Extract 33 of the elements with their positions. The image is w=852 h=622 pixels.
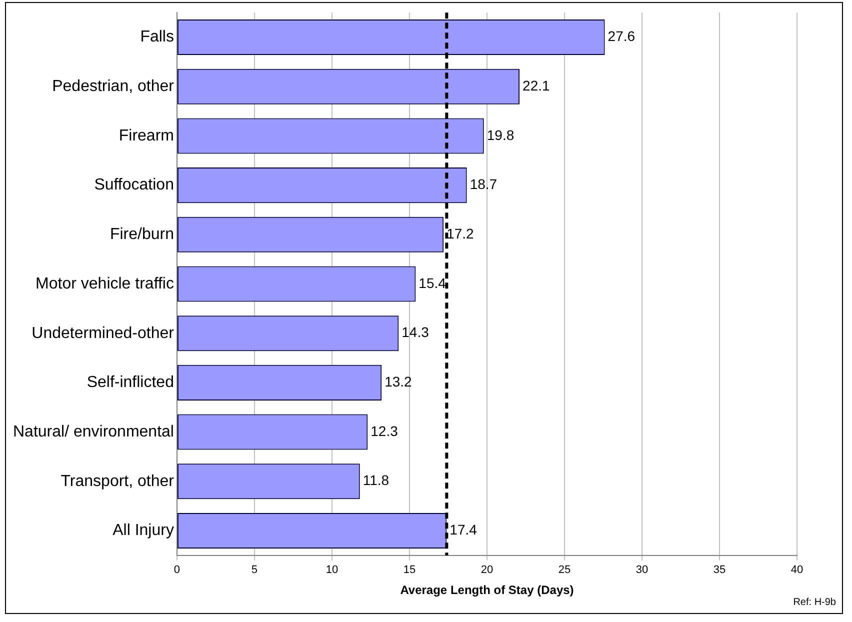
x-axis-title: Average Length of Stay (Days) xyxy=(400,583,574,598)
x-tick-label: 10 xyxy=(326,564,338,576)
y-tick-label: Fire/burn xyxy=(110,226,174,244)
y-tick-label: Transport, other xyxy=(60,472,175,490)
data-label: 22.1 xyxy=(522,77,550,94)
x-tick-label: 30 xyxy=(636,564,648,576)
x-tick-label: 15 xyxy=(403,564,416,576)
x-tick-label: 5 xyxy=(251,564,258,576)
x-tick-label: 20 xyxy=(480,564,494,576)
y-tick-label: Undetermined-other xyxy=(32,324,175,342)
data-label: 12.3 xyxy=(370,422,398,439)
data-label: 19.8 xyxy=(486,126,514,143)
data-label: 14.3 xyxy=(402,324,430,340)
x-tick-label: 35 xyxy=(713,564,726,576)
text: Ref: H-9b xyxy=(793,597,836,608)
data-label: 27.6 xyxy=(608,28,636,44)
data-label: 15.4 xyxy=(418,274,446,291)
y-tick-label: All Injury xyxy=(112,522,174,540)
x-tick-label: 25 xyxy=(558,564,571,576)
data-label: 17.2 xyxy=(446,226,474,242)
x-tick-label: 40 xyxy=(790,564,804,576)
y-tick-label: Pedestrian, other xyxy=(52,78,175,96)
y-tick-label: Falls xyxy=(140,28,174,46)
data-label: 11.8 xyxy=(362,472,390,488)
y-tick-label: Self-inflicted xyxy=(86,374,174,392)
x-tick-label: 0 xyxy=(174,564,180,576)
y-tick-label: Suffocation xyxy=(94,176,174,194)
y-tick-label: Motor vehicle traffic xyxy=(36,275,174,292)
y-tick-label: Firearm xyxy=(118,127,174,144)
data-label: 18.7 xyxy=(470,176,498,192)
data-label: 13.2 xyxy=(384,374,412,390)
y-tick-label: Natural/ environmental xyxy=(13,423,174,440)
data-label: 17.4 xyxy=(450,522,478,538)
